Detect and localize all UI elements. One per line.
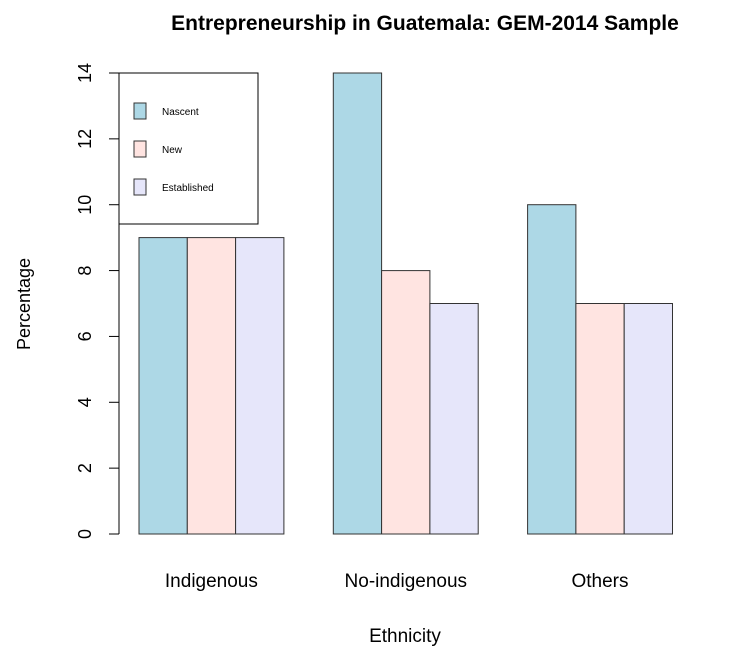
bar-established-no-indigenous xyxy=(429,303,479,535)
bar-established-indigenous xyxy=(235,237,285,535)
x-axis-label: Ethnicity xyxy=(369,626,441,647)
bar-new-no-indigenous xyxy=(381,270,431,535)
legend-key-new xyxy=(133,140,147,158)
y-tick-label: 8 xyxy=(75,266,95,276)
y-axis: 0 2 4 6 8 10 12 14 xyxy=(75,63,120,539)
bar-new-indigenous xyxy=(186,237,237,535)
bars-layer xyxy=(138,72,674,535)
bar-nascent-others xyxy=(527,204,577,535)
bar-nascent-indigenous xyxy=(138,237,188,535)
bar-nascent-no-indigenous xyxy=(332,72,383,535)
legend-label-nascent: Nascent xyxy=(162,107,199,118)
x-tick-label: Others xyxy=(571,571,628,592)
legend-key-nascent xyxy=(133,102,147,120)
y-tick-label: 6 xyxy=(75,331,95,341)
bar-new-others xyxy=(575,303,625,535)
y-tick-label: 14 xyxy=(75,63,95,83)
y-tick-label: 2 xyxy=(75,463,95,473)
x-tick-label: No-indigenous xyxy=(345,571,468,592)
bar-established-others xyxy=(623,303,674,535)
legend: Nascent New Established xyxy=(118,72,259,225)
chart-title: Entrepreneurship in Guatemala: GEM-2014 … xyxy=(171,12,679,35)
x-tick-label: Indigenous xyxy=(165,571,258,592)
y-tick-label: 4 xyxy=(75,397,95,407)
y-tick-label: 0 xyxy=(75,529,95,539)
y-axis-label: Percentage xyxy=(14,258,34,350)
y-tick-label: 10 xyxy=(75,195,95,215)
legend-label-new: New xyxy=(162,145,183,156)
legend-key-established xyxy=(133,178,147,196)
x-tick-labels: Indigenous No-indigenous Others xyxy=(165,571,629,592)
legend-label-established: Established xyxy=(162,183,214,194)
y-tick-label: 12 xyxy=(75,129,95,149)
